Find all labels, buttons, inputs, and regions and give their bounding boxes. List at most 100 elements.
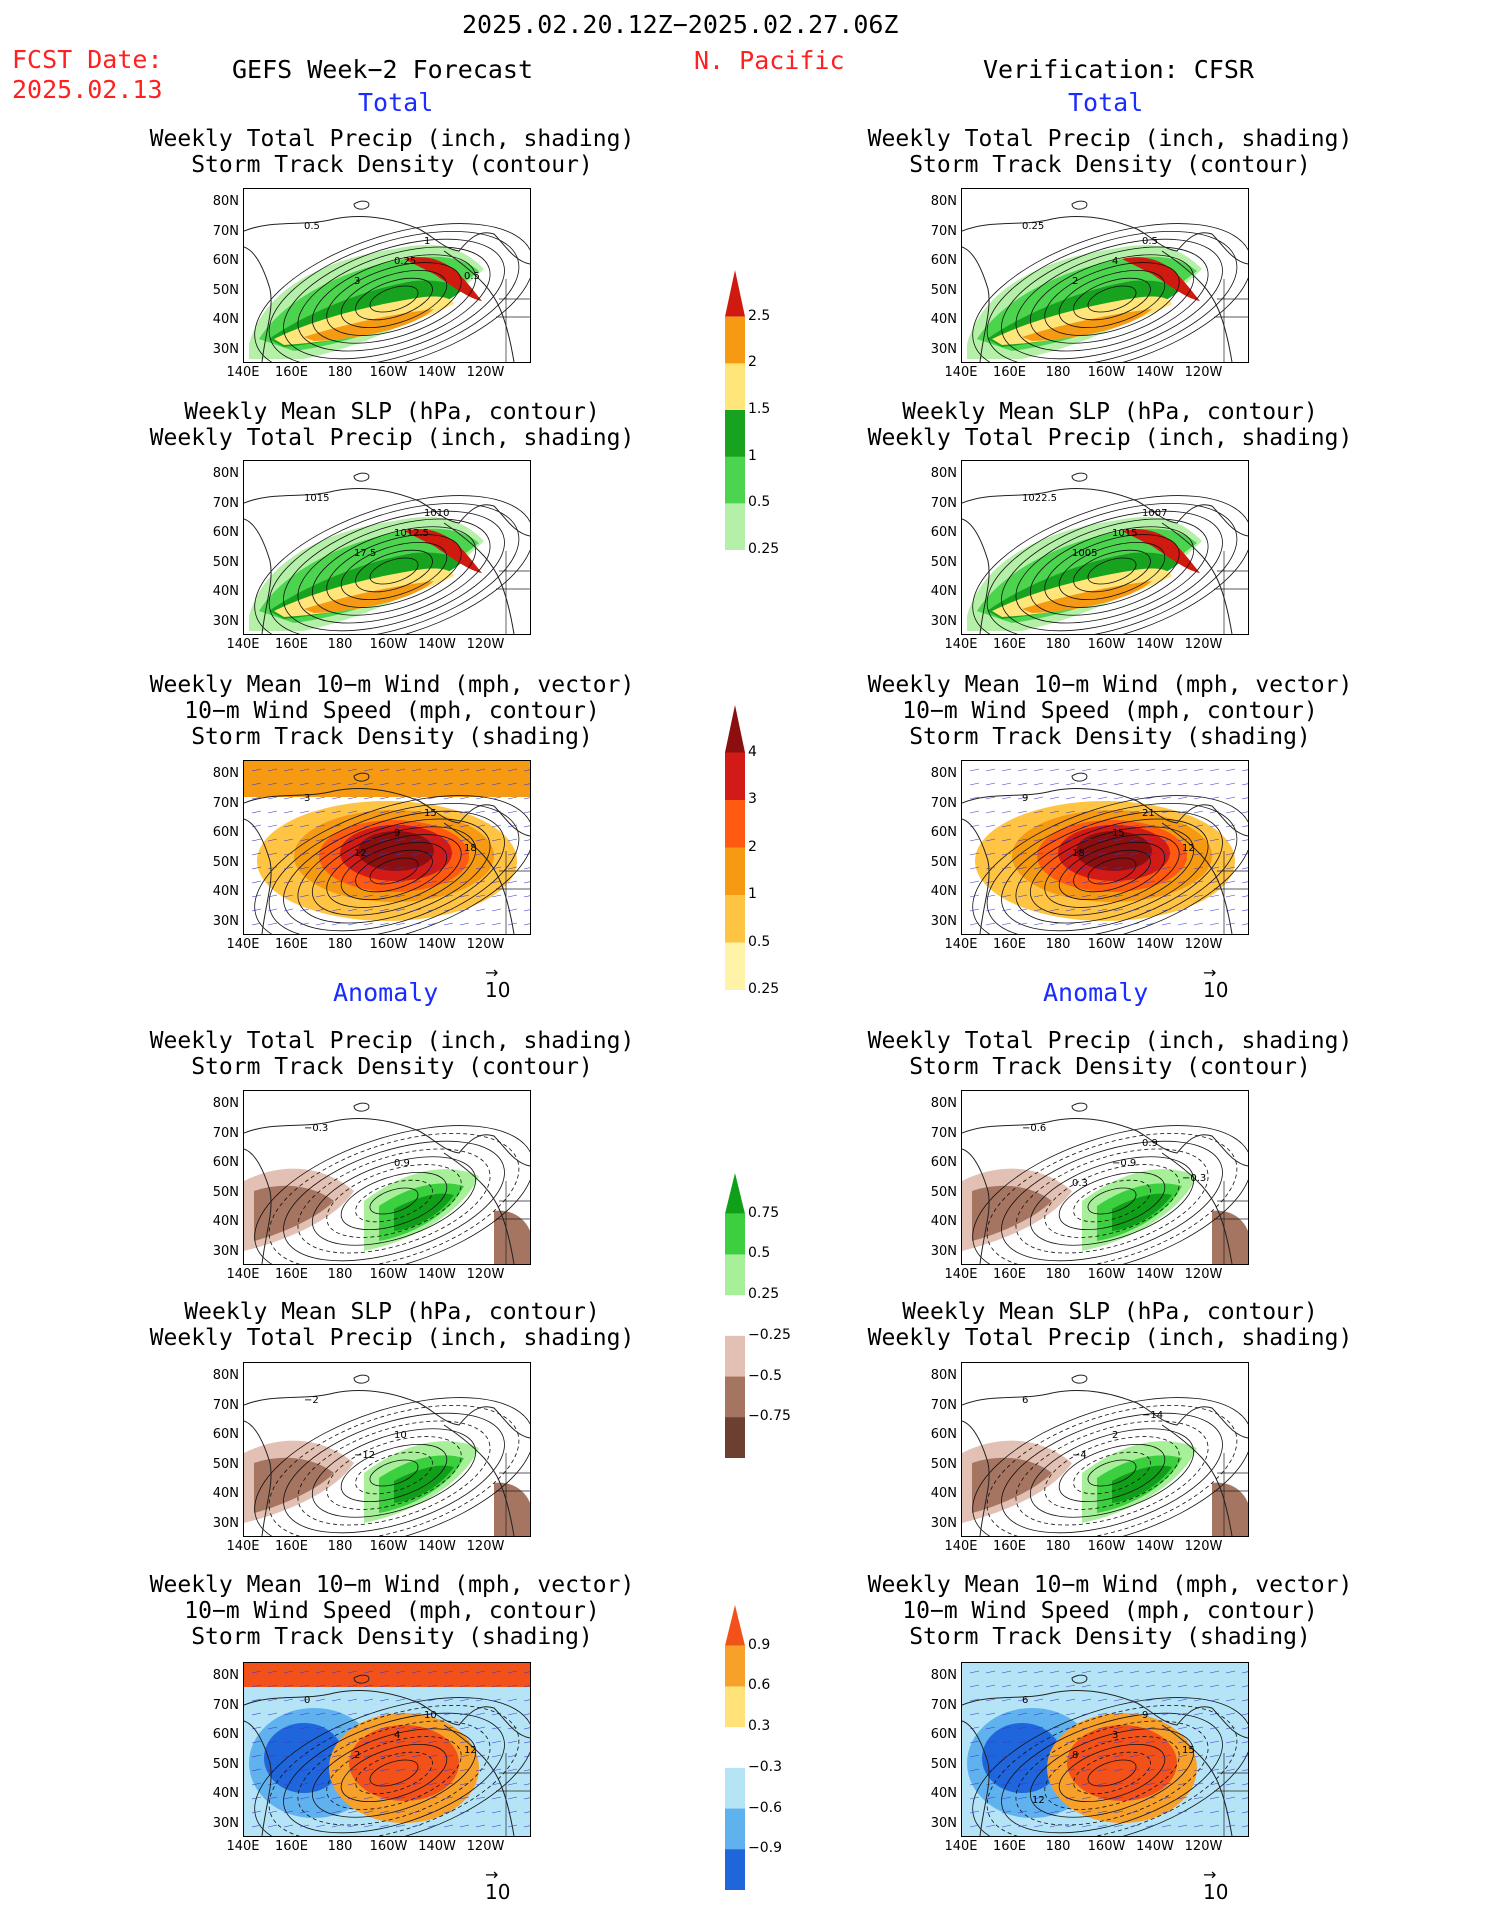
lat-label: 60N [930, 525, 957, 540]
lat-label: 40N [212, 884, 239, 899]
vector-reference-value: 10 [485, 978, 511, 1002]
vector-reference: → 10 [1203, 1867, 1229, 1905]
panel-title-line: Weekly Mean SLP (hPa, contour) [902, 399, 1318, 425]
contour-label: 6 [1022, 1695, 1028, 1706]
map-panel-forecast-0: 0.5 0.25 3 1 0.5 [243, 188, 531, 363]
colorbar-segment [725, 503, 745, 551]
colorbar-label: 1 [748, 886, 757, 902]
fcst-date-label: FCST Date: [12, 45, 163, 74]
contour-label: −0.3 [1182, 1173, 1206, 1184]
contour-label: 0 [304, 1695, 310, 1706]
lat-label: 50N [212, 282, 239, 298]
panel-title: Weekly Total Precip (inch, shading) Storm… [62, 1028, 722, 1080]
panel-title-line: Storm Track Density (contour) [909, 152, 1311, 178]
colorbar-segment [725, 1254, 745, 1296]
lat-label: 40N [930, 1786, 957, 1801]
lat-label: 40N [930, 584, 957, 599]
colorbar-segment [725, 1335, 745, 1378]
lat-label: 60N [212, 525, 239, 540]
colorbar-track_anom [725, 1605, 745, 1891]
lat-label: 70N [212, 795, 239, 811]
colorbar-label: 0.5 [748, 494, 771, 511]
colorbar-segment [725, 895, 745, 943]
vector-reference-value: 10 [485, 1880, 511, 1904]
contour-label: 1 [424, 236, 430, 247]
colorbar-segment [725, 1808, 745, 1850]
lon-label: 180 [327, 365, 353, 380]
colorbar-label: 2.5 [748, 307, 771, 324]
contour-label: 0.5 [1142, 236, 1158, 247]
colorbar-label: 0.6 [748, 1677, 771, 1694]
lat-label: 30N [930, 341, 957, 357]
lat-label: 80N [930, 1096, 957, 1111]
contour-label: 6 [1022, 1395, 1028, 1406]
contour-label: 1015 [1112, 528, 1137, 539]
lon-label: 180 [327, 937, 353, 952]
lon-label: 160E [274, 1539, 309, 1554]
lat-label: 80N [212, 766, 239, 781]
colorbar-label: 0.5 [748, 933, 771, 950]
colorbar-segment [725, 1645, 745, 1687]
colorbar-label: −0.6 [748, 1799, 782, 1816]
panel-title: Weekly Total Precip (inch, shading) Storm… [780, 1028, 1440, 1080]
lat-label: 40N [212, 584, 239, 599]
lat-label: 60N [930, 253, 957, 268]
lat-label: 30N [930, 1815, 957, 1831]
contour-label: 3 [1112, 1730, 1118, 1741]
panel-title-line: 10−m Wind Speed (mph, contour) [902, 698, 1318, 724]
panel-title: Weekly Total Precip (inch, shading) Storm… [780, 126, 1440, 178]
lon-label: 140E [226, 1839, 260, 1854]
panel-title-line: Weekly Total Precip (inch, shading) [149, 126, 635, 152]
contour-label: 12 [1182, 843, 1195, 854]
lat-label: 40N [930, 884, 957, 899]
lon-label: 140E [226, 1267, 260, 1282]
lat-label: 80N [930, 766, 957, 781]
colorbar-segment [725, 1295, 745, 1337]
lat-label: 60N [930, 1727, 957, 1742]
colorbar-segment [725, 1767, 745, 1810]
lon-label: 160E [992, 365, 1027, 380]
vector-reference: → 10 [1203, 965, 1228, 1003]
colorbar-label: 1.5 [748, 401, 771, 417]
lat-label: 60N [930, 1155, 957, 1170]
panel-title-line: 10−m Wind Speed (mph, contour) [184, 1598, 600, 1624]
lat-label: 80N [930, 194, 957, 209]
contour-label: 18 [464, 843, 477, 854]
lat-label: 30N [212, 913, 239, 929]
panel-title-line: Storm Track Density (contour) [191, 152, 593, 178]
lat-label: 80N [930, 466, 957, 481]
lon-label: 140E [226, 365, 260, 380]
contour-label: −0.9 [1112, 1158, 1136, 1169]
lon-label: 180 [1045, 1267, 1071, 1282]
lat-label: 30N [930, 1243, 957, 1259]
lon-label: 120W [1184, 637, 1223, 652]
lon-label: 140W [1136, 1267, 1174, 1282]
panel-title-line: Storm Track Density (shading) [191, 724, 593, 750]
lon-label: 120W [466, 937, 505, 952]
lon-label: 140E [944, 637, 978, 652]
lat-label: 70N [212, 223, 239, 239]
lat-label: 50N [212, 1184, 239, 1200]
fcst-date-value: 2025.02.13 [12, 75, 163, 104]
lat-label: 70N [930, 1697, 957, 1713]
colorbar-label: −0.75 [748, 1408, 791, 1425]
section-anomaly-left: Anomaly [333, 978, 439, 1007]
lat-label: 70N [212, 1697, 239, 1713]
contour-label: 21 [1142, 808, 1155, 819]
lon-label: 120W [466, 365, 505, 380]
panel-title-line: Weekly Total Precip (inch, shading) [149, 1028, 635, 1054]
vector-reference-value: 10 [1203, 1880, 1229, 1904]
panel-title-line: Weekly Total Precip (inch, shading) [867, 126, 1353, 152]
lon-label: 180 [1045, 637, 1071, 652]
colorbar-label: 2 [748, 354, 757, 371]
colorbar-segment [725, 847, 745, 896]
lat-label: 80N [930, 1368, 957, 1383]
lat-label: 50N [930, 1184, 957, 1200]
contour-label: 0.25 [1022, 221, 1044, 232]
lon-label: 160E [992, 937, 1027, 952]
lat-label: 80N [212, 466, 239, 481]
map-panel-verification-5: 6 3 8 9 15 12 [961, 1662, 1249, 1837]
colorbar-label: −0.3 [748, 1758, 782, 1775]
lon-label: 180 [327, 1539, 353, 1554]
lon-label: 160E [992, 1267, 1027, 1282]
